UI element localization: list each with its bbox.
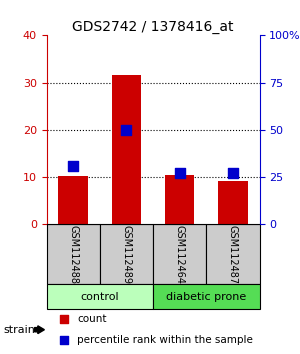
Bar	[153, 224, 206, 284]
Point	[61, 316, 66, 322]
Bar	[153, 284, 260, 309]
Text: strain: strain	[3, 325, 35, 335]
Point	[124, 127, 129, 132]
Point	[71, 163, 76, 169]
Text: GSM112487: GSM112487	[228, 225, 238, 284]
Text: diabetic prone: diabetic prone	[166, 292, 246, 302]
Bar	[165, 176, 194, 224]
Bar	[218, 181, 248, 224]
Text: count: count	[77, 314, 107, 324]
Bar	[58, 176, 88, 224]
Text: GSM112464: GSM112464	[175, 225, 184, 284]
Point	[177, 170, 182, 176]
Bar	[46, 284, 153, 309]
Bar	[46, 224, 100, 284]
Text: control: control	[80, 292, 119, 302]
Title: GDS2742 / 1378416_at: GDS2742 / 1378416_at	[72, 21, 234, 34]
Point	[61, 337, 66, 343]
Text: percentile rank within the sample: percentile rank within the sample	[77, 335, 253, 345]
Bar	[112, 75, 141, 224]
Text: GSM112488: GSM112488	[68, 225, 78, 284]
Bar	[100, 224, 153, 284]
Text: GSM112489: GSM112489	[122, 225, 131, 284]
Bar	[206, 224, 260, 284]
Point	[230, 170, 235, 176]
